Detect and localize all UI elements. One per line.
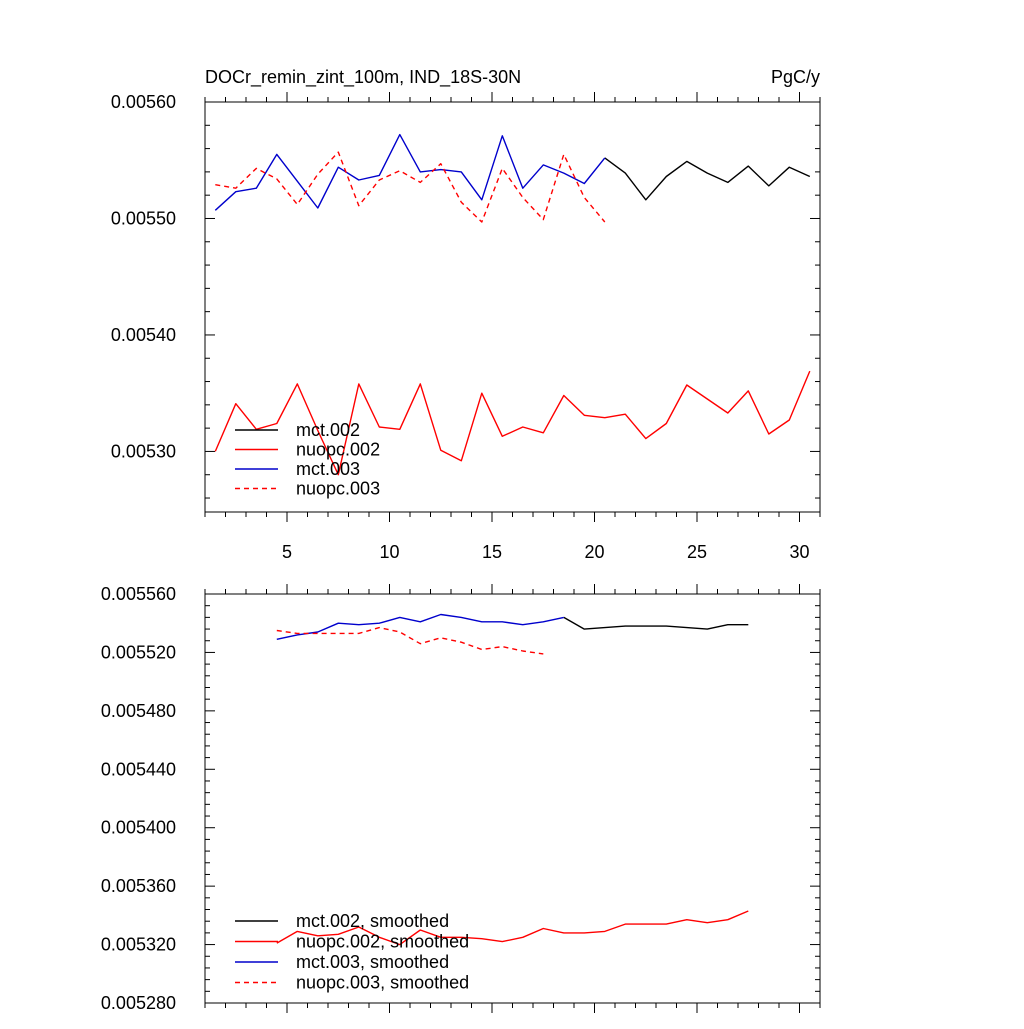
x-tick-label: 10 — [379, 542, 399, 562]
series-line-mct-003-smoothed — [276, 613, 564, 640]
legend-label: mct.002 — [296, 420, 360, 440]
y-tick-label: 0.005280 — [101, 993, 176, 1013]
series-line-nuopc-002-smoothed — [276, 910, 749, 946]
legend-label: nuopc.002 — [296, 440, 380, 460]
x-tick-label: 25 — [687, 542, 707, 562]
y-tick-label: 0.005480 — [101, 701, 176, 721]
series-line-mct-003 — [214, 133, 606, 211]
x-tick-label: 5 — [282, 542, 292, 562]
legend-label: nuopc.003 — [296, 479, 380, 499]
y-tick-label: 0.00560 — [111, 92, 176, 112]
series-line-mct-002-smoothed — [563, 616, 749, 630]
y-tick-label: 0.005520 — [101, 642, 176, 662]
y-tick-label: 0.00540 — [111, 325, 176, 345]
y-tick-label: 0.00550 — [111, 208, 176, 228]
legend-label: mct.003, smoothed — [296, 952, 449, 972]
series-line-nuopc-002 — [214, 370, 811, 476]
chart-panel-2: 0.005280 0.005320 0.005360 0.005400 0.005440… — [101, 584, 821, 1013]
chart-title: DOCr_remin_zint_100m, IND_18S-30N — [205, 67, 521, 88]
x-tick-label: 15 — [482, 542, 502, 562]
y-tick-label: 0.005320 — [101, 935, 176, 955]
legend-label: nuopc.003, smoothed — [296, 973, 469, 993]
series-line-nuopc-003-smoothed — [276, 626, 544, 655]
legend-label: mct.002, smoothed — [296, 911, 449, 931]
y-tick-label: 0.00530 — [111, 441, 176, 461]
x-tick-label: 30 — [789, 542, 809, 562]
chart-panel-1: DOCr_remin_zint_100m, IND_18S-30N PgC/y 0.… — [111, 67, 821, 562]
y-tick-label: 0.005400 — [101, 818, 176, 838]
legend-label: nuopc.002, smoothed — [296, 932, 469, 952]
series-line-mct-002 — [604, 157, 811, 201]
units-label: PgC/y — [771, 67, 820, 87]
y-tick-label: 0.005360 — [101, 876, 176, 896]
x-tick-label: 20 — [584, 542, 604, 562]
y-tick-label: 0.005560 — [101, 584, 176, 604]
legend-label: mct.003 — [296, 459, 360, 479]
y-tick-label: 0.005440 — [101, 759, 176, 779]
series-line-nuopc-003 — [215, 151, 606, 223]
